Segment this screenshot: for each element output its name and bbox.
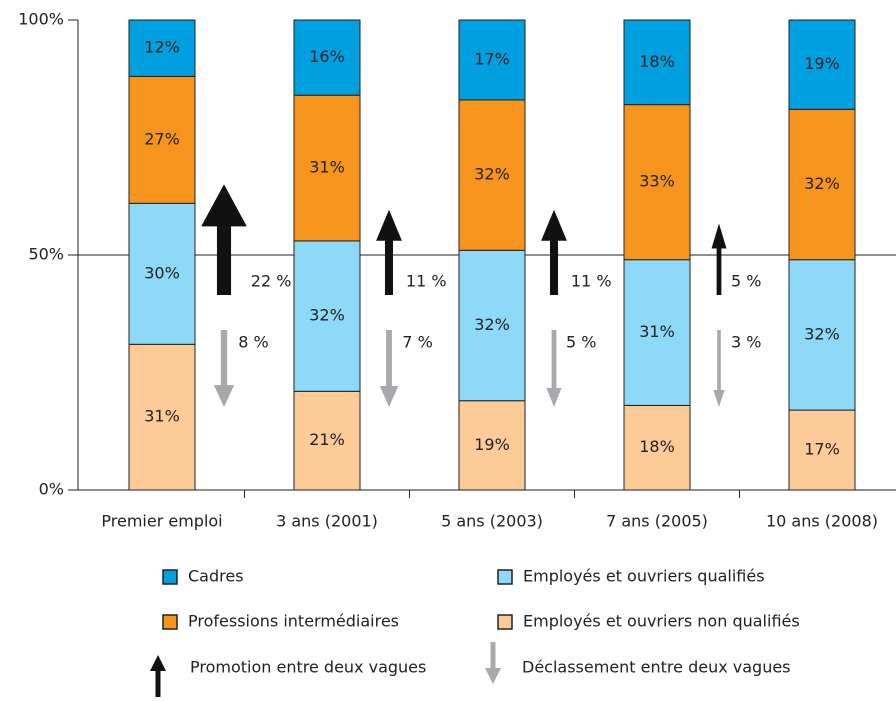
arrow-label: 5 % — [731, 272, 761, 291]
bar-segment — [293, 19, 361, 96]
bar-label: 32% — [804, 324, 840, 343]
bar-label: 32% — [474, 165, 510, 184]
arrow-label: 8 % — [238, 333, 268, 352]
bar-segment — [293, 390, 361, 491]
arrow-label: 11 % — [406, 272, 447, 291]
legend-swatch — [497, 569, 513, 585]
bar-segment — [788, 409, 856, 491]
arrow-label: 7 % — [402, 333, 432, 352]
y-tick-label: 50% — [28, 245, 64, 264]
legend-label: Employés et ouvriers non qualifiés — [523, 612, 800, 631]
bar-label: 30% — [144, 263, 180, 282]
x-tick-label: 7 ans (2005) — [606, 512, 708, 531]
x-tick-label: 3 ans (2001) — [276, 512, 378, 531]
bar-label: 18% — [639, 52, 675, 71]
arrow — [711, 223, 727, 295]
arrow-label: 3 % — [731, 333, 761, 352]
legend-swatch — [162, 569, 178, 585]
bar-label: 31% — [309, 158, 345, 177]
bar-label: 16% — [309, 47, 345, 66]
bar-segment — [128, 19, 196, 77]
arrow-label: 5 % — [566, 333, 596, 352]
x-tick-label: Premier emploi — [101, 512, 222, 531]
legend-label: Déclassement entre deux vagues — [522, 658, 791, 677]
bar-label: 33% — [639, 172, 675, 191]
y-tick-label: 100% — [18, 10, 64, 29]
legend-swatch — [497, 614, 513, 630]
bar-label: 32% — [309, 306, 345, 325]
bar-label: 32% — [474, 315, 510, 334]
bar-label: 17% — [474, 49, 510, 68]
bar-segment — [293, 240, 361, 392]
legend-label: Cadres — [188, 567, 244, 586]
bar-label: 27% — [144, 129, 180, 148]
bar-segment — [458, 249, 526, 402]
x-tick-label: 10 ans (2008) — [766, 512, 878, 531]
x-tick-label: 5 ans (2003) — [441, 512, 543, 531]
bar-label: 19% — [804, 54, 840, 73]
bar-label: 32% — [804, 174, 840, 193]
legend-label: Professions intermédiaires — [188, 612, 399, 631]
bar-label: 18% — [639, 437, 675, 456]
bar-segment — [623, 19, 691, 106]
bar-label: 12% — [144, 38, 180, 57]
bar-segment — [458, 99, 526, 251]
arrow-label: 11 % — [571, 272, 612, 291]
bar-label: 19% — [474, 435, 510, 454]
bar-segment — [128, 75, 196, 204]
bar-label: 17% — [804, 440, 840, 459]
bar-segment — [128, 202, 196, 345]
bar-label: 31% — [639, 322, 675, 341]
bar-segment — [623, 404, 691, 491]
bar-label: 21% — [309, 430, 345, 449]
legend-label: Promotion entre deux vagues — [190, 658, 426, 677]
arrow — [713, 330, 725, 407]
arrow-label: 22 % — [251, 272, 292, 291]
bar-segment — [458, 19, 526, 101]
legend-arrow — [485, 642, 501, 684]
arrow — [213, 330, 235, 407]
arrow — [541, 209, 567, 295]
legend-arrow — [150, 655, 166, 697]
arrow — [201, 184, 247, 295]
bar-segment — [788, 19, 856, 110]
legend-label: Employés et ouvriers qualifiés — [523, 567, 765, 586]
arrow — [379, 330, 399, 407]
arrow — [376, 209, 402, 295]
arrow — [546, 330, 562, 407]
legend-swatch — [162, 614, 178, 630]
bar-label: 31% — [144, 407, 180, 426]
bar-segment — [293, 94, 361, 242]
y-tick-label: 0% — [39, 480, 64, 499]
bar-segment — [458, 400, 526, 491]
